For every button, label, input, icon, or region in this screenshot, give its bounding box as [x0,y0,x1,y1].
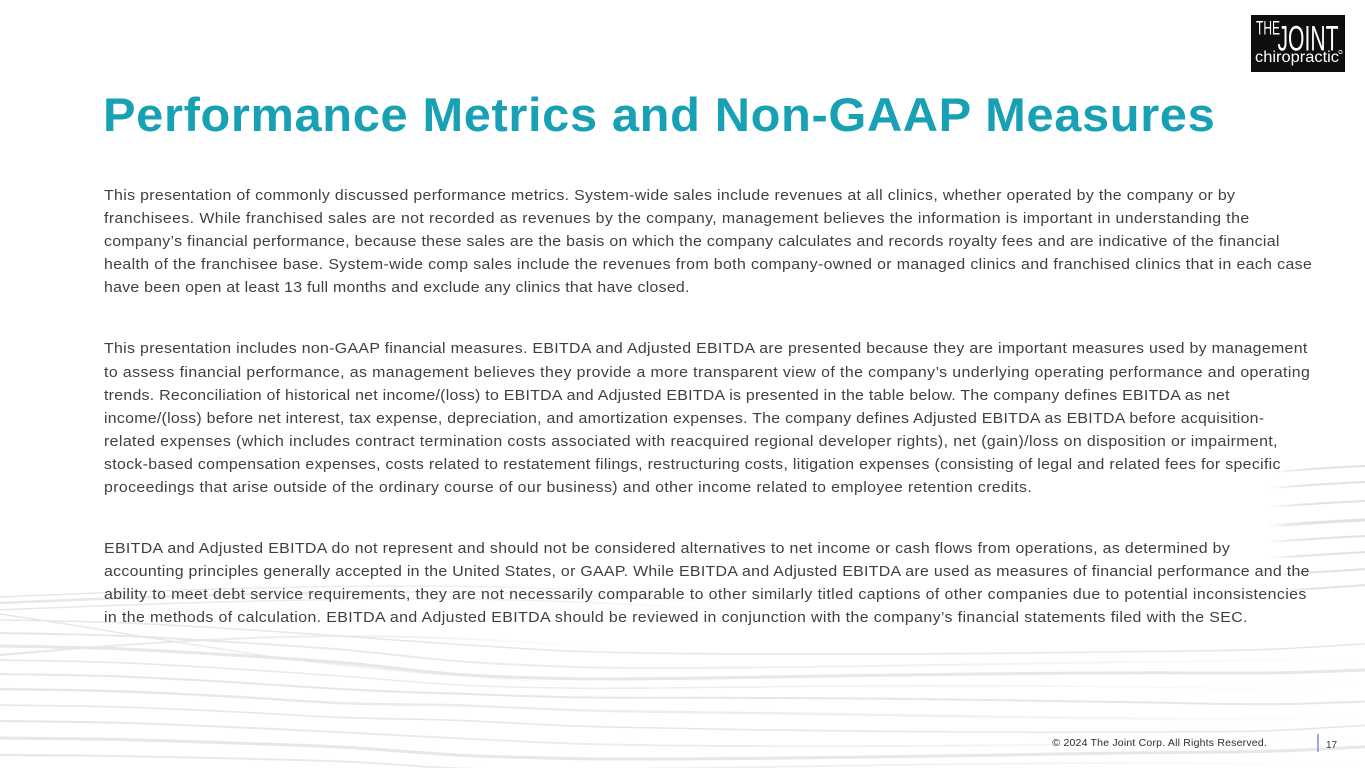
svg-text:chiropractic: chiropractic [1255,49,1339,66]
svg-text:JOINT: JOINT [1278,20,1339,59]
svg-text:THE: THE [1256,19,1280,40]
